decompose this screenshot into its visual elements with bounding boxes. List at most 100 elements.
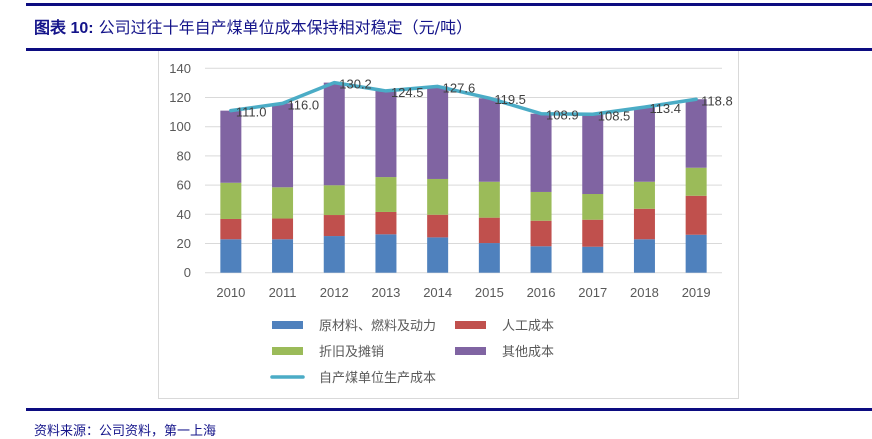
bar-stack <box>582 114 604 273</box>
bar-segment <box>375 90 397 178</box>
data-label: 108.9 <box>546 108 579 123</box>
data-label: 116.0 <box>288 97 320 112</box>
bar-stack <box>427 86 449 273</box>
bar-segment <box>272 103 294 188</box>
source-note: 资料来源：公司资料，第一上海 <box>34 424 217 439</box>
data-label: 127.6 <box>443 80 476 95</box>
bar-segment <box>582 114 604 195</box>
bar-segment <box>427 214 449 238</box>
bar-stack <box>478 98 500 273</box>
bar-segment <box>633 181 655 209</box>
legend-item: 其他成本 <box>455 345 554 360</box>
y-axis-tick-labels: 0 20 40 60 80 100 120 140 <box>169 61 191 280</box>
x-tick-label: 2010 <box>216 285 245 300</box>
data-label: 108.5 <box>598 108 631 123</box>
bar-segment <box>272 218 294 240</box>
bar-segment <box>530 191 552 221</box>
bar-segment <box>220 110 242 183</box>
y-tick-label: 20 <box>177 236 191 251</box>
bar-segment <box>633 208 655 240</box>
bar-segment <box>633 107 655 182</box>
unit-cost-data-labels: 111.0 116.0 130.2 124.5 127.6 119.5 108.9 108.5… <box>236 77 733 124</box>
legend-item: 折旧及摊销 <box>272 345 384 360</box>
x-tick-label: 2016 <box>527 285 556 300</box>
bar-segment <box>582 246 604 273</box>
bar-segment <box>633 239 655 273</box>
header-bottom-rule <box>26 48 872 51</box>
bar-stack <box>530 113 552 273</box>
bar-stacks <box>220 82 707 273</box>
legend-label: 人工成本 <box>502 319 554 334</box>
bar-segment <box>478 98 500 182</box>
x-tick-label: 2012 <box>320 285 349 300</box>
bar-segment <box>375 177 397 212</box>
bar-segment <box>323 185 345 216</box>
bar-segment <box>530 246 552 273</box>
unit-cost-line-series <box>229 80 698 117</box>
y-tick-label: 140 <box>169 61 191 76</box>
legend-swatch <box>455 347 486 355</box>
bar-segment <box>478 217 500 244</box>
data-label: 130.2 <box>339 77 372 92</box>
x-tick-label: 2018 <box>630 285 659 300</box>
y-tick-label: 80 <box>177 148 191 163</box>
bar-segment <box>582 194 604 220</box>
x-tick-label: 2015 <box>475 285 504 300</box>
figure-title: 图表 10: 公司过往十年自产煤单位成本保持相对稳定（元/吨） <box>34 14 472 38</box>
bar-stack <box>272 103 294 273</box>
legend-item: 自产煤单位生产成本 <box>270 371 436 386</box>
bar-segment <box>427 178 449 215</box>
legend-swatch <box>455 321 486 329</box>
bar-segment <box>685 234 707 273</box>
data-label: 124.5 <box>391 85 424 100</box>
bar-segment <box>272 187 294 219</box>
bar-segment <box>220 239 242 273</box>
y-tick-label: 100 <box>169 119 191 134</box>
y-tick-label: 120 <box>169 90 191 105</box>
bar-segment <box>220 182 242 219</box>
x-tick-label: 2014 <box>423 285 452 300</box>
y-tick-label: 40 <box>177 207 191 222</box>
bar-segment <box>427 237 449 273</box>
y-tick-label: 60 <box>177 178 191 193</box>
bar-segment <box>272 239 294 273</box>
legend-swatch <box>272 347 303 355</box>
legend-swatch <box>272 321 303 329</box>
header-top-rule <box>26 3 872 6</box>
legend-label: 原材料、燃料及动力 <box>319 318 436 334</box>
bar-segment <box>685 99 707 168</box>
y-tick-label: 0 <box>184 265 191 280</box>
figure-number: 图表 10: <box>34 20 94 37</box>
bar-segment <box>375 211 397 235</box>
x-tick-label: 2019 <box>682 285 711 300</box>
bar-stack <box>375 90 397 273</box>
bar-segment <box>685 195 707 235</box>
bar-segment <box>220 218 242 240</box>
bar-stack <box>633 107 655 273</box>
footer-rule <box>26 408 872 411</box>
bar-segment <box>427 86 449 179</box>
figure-title-text: 公司过往十年自产煤单位成本保持相对稳定（元/吨） <box>98 18 473 37</box>
legend-item: 人工成本 <box>455 319 554 334</box>
x-tick-label: 2011 <box>269 285 297 300</box>
bar-segment <box>323 236 345 273</box>
bar-segment <box>478 243 500 273</box>
bar-segment <box>582 219 604 247</box>
bar-segment <box>478 181 500 218</box>
bar-stack <box>220 110 242 273</box>
data-label: 118.8 <box>701 93 733 108</box>
legend-label: 折旧及摊销 <box>319 345 384 360</box>
bar-segment <box>530 220 552 247</box>
bar-segment <box>323 82 345 186</box>
legend-label: 其他成本 <box>502 345 554 360</box>
unit-cost-line <box>229 80 698 117</box>
data-label: 119.5 <box>494 92 526 107</box>
bar-segment <box>323 215 345 237</box>
bar-segment <box>375 234 397 273</box>
x-tick-label: 2013 <box>371 285 400 300</box>
bar-stack <box>685 99 707 273</box>
data-label: 113.4 <box>649 101 681 116</box>
x-axis-tick-labels: 2010 2011 2012 2013 2014 2015 2016 2017 2018 2019 <box>216 285 710 300</box>
